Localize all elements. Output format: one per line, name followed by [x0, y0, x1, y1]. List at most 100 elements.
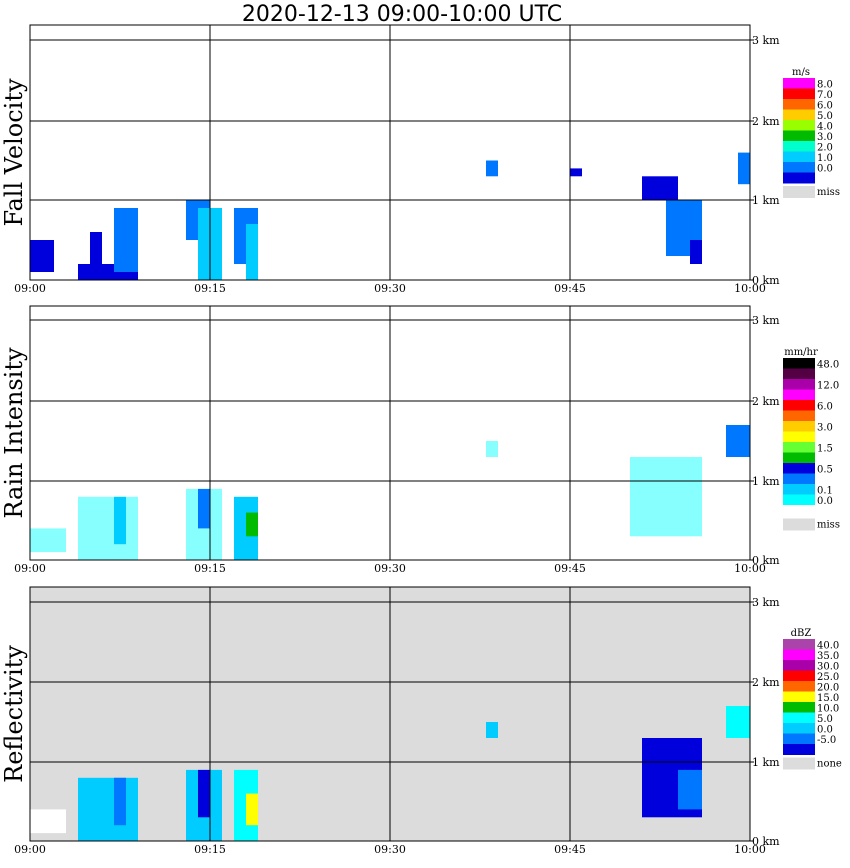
colorbar-swatch: [783, 368, 815, 380]
height-tick-label: 3 km: [752, 34, 780, 47]
colorbar-swatch: [783, 702, 815, 713]
missing-label: miss: [817, 187, 840, 198]
time-tick-label: 09:45: [554, 562, 586, 575]
time-tick-label: 09:30: [374, 282, 406, 295]
colorbar: 40.035.030.025.020.015.010.05.00.0-5.0 no…: [783, 639, 842, 770]
colorbar-swatch: [783, 88, 815, 100]
height-tick-label: 1 km: [752, 756, 780, 769]
colorbar-swatch: [783, 712, 815, 724]
echo-cell: [246, 793, 258, 826]
height-tick-label: 3 km: [752, 314, 780, 327]
colorbar-swatch: [783, 151, 815, 163]
colorbar-label: 1.5: [817, 444, 833, 455]
time-tick-label: 09:45: [554, 282, 586, 295]
panels-group: 09:00 09:15 09:30 09:45 10:000 km1 km2 km3 k…: [0, 24, 842, 856]
echo-cell: [678, 769, 702, 810]
missing-label: none: [817, 759, 842, 770]
colorbar-label: 12.0: [817, 381, 839, 392]
echo-cell: [246, 224, 258, 280]
echo-cell: [690, 240, 702, 264]
colorbar-swatch: [783, 431, 815, 443]
missing-swatch: [783, 186, 815, 198]
plot-frame: [29, 24, 751, 281]
height-tick-label: 0 km: [752, 274, 780, 287]
colorbar-swatch: [783, 389, 815, 401]
colorbar-swatch: [783, 744, 815, 755]
echo-cell: [642, 176, 678, 200]
colorbar-swatch: [783, 358, 815, 369]
time-tick-label: 09:45: [554, 843, 586, 856]
missing-swatch: [783, 518, 815, 531]
echo-cell: [78, 496, 138, 560]
colorbar-swatch: [783, 639, 815, 650]
panel-ylabel: Reflectivity: [0, 645, 28, 783]
plot-frame: [29, 305, 751, 561]
panel-2: 09:00 09:15 09:30 09:45 10:000 km 1 km 2 km 3 k…: [0, 305, 840, 575]
plot-frame: [29, 586, 751, 842]
echo-cell: [726, 706, 750, 738]
echo-cell: [198, 769, 210, 818]
colorbar-swatch: [783, 484, 815, 495]
colorbar-label: 4.0: [817, 122, 833, 133]
colorbar-swatch: [783, 400, 815, 411]
colorbar-swatch: [783, 120, 815, 131]
colorbar-swatch: [783, 681, 815, 692]
height-tick-label: 2 km: [752, 115, 780, 128]
panel-3: 09:00 09:15 09:30 09:45 10:000 km 1 km 2 km 3 k…: [0, 586, 842, 856]
colorbar: 8.07.06.05.04.03.02.01.00.0 miss: [783, 78, 840, 198]
colorbar-swatch: [783, 660, 815, 671]
echo-cell: [486, 160, 498, 177]
colorbar-label: 0.0: [817, 725, 833, 736]
panel-ylabel: Rain Intensity: [0, 347, 28, 519]
time-tick-label: 10:00: [734, 562, 766, 575]
time-tick-label: 09:30: [374, 562, 406, 575]
colorbar-label: 1.0: [817, 153, 833, 164]
missing-label: miss: [817, 520, 840, 531]
height-tick-label: 2 km: [752, 676, 780, 689]
colorbar-label: 10.0: [817, 704, 839, 715]
time-tick-label: 09:15: [194, 282, 226, 295]
colorbar-swatch: [783, 505, 815, 516]
colorbar-swatch: [783, 410, 815, 422]
time-tick-label: 09:00: [14, 562, 46, 575]
echo-cell: [90, 232, 102, 264]
colorbar-swatch: [783, 733, 815, 745]
time-tick-label: 10:00: [734, 843, 766, 856]
colorbar-label: 30.0: [817, 662, 839, 673]
colorbar-swatch: [783, 421, 815, 432]
colorbar-swatch: [783, 670, 815, 682]
echo-cell: [30, 240, 54, 272]
colorbar-swatch: [783, 379, 815, 390]
colorbar-label: 25.0: [817, 672, 839, 683]
height-tick-label: 0 km: [752, 554, 780, 567]
time-tick-label: 09:15: [194, 843, 226, 856]
echo-cell: [738, 152, 750, 185]
colorbar-swatch: [783, 691, 815, 703]
height-tick-label: 1 km: [752, 475, 780, 488]
colorbar-label: 2.0: [817, 143, 833, 154]
colorbar-swatch: [783, 452, 815, 464]
echo-cell: [246, 512, 258, 537]
echo-cell: [198, 488, 210, 529]
colorbar-unit: m/s: [792, 67, 810, 78]
echo-cell: [30, 809, 66, 834]
colorbar-swatch: [783, 473, 815, 485]
colorbar-swatch: [783, 442, 815, 453]
colorbar-label: 0.5: [817, 465, 833, 476]
colorbar-swatch: [783, 649, 815, 661]
colorbar-unit: dBZ: [791, 628, 812, 639]
time-tick-label: 10:00: [734, 282, 766, 295]
colorbar-swatch: [783, 494, 815, 506]
echo-cell: [30, 528, 66, 553]
colorbar-swatch: [783, 172, 815, 184]
colorbar-swatch: [783, 130, 815, 142]
colorbar-swatch: [783, 723, 815, 734]
echo-cell: [486, 722, 498, 738]
colorbar-label: 6.0: [817, 101, 833, 112]
echo-cell: [114, 496, 126, 545]
colorbar-label: 3.0: [817, 423, 833, 434]
echo-cell: [486, 441, 498, 457]
colorbar-swatch: [783, 99, 815, 110]
echo-cell: [570, 168, 582, 177]
